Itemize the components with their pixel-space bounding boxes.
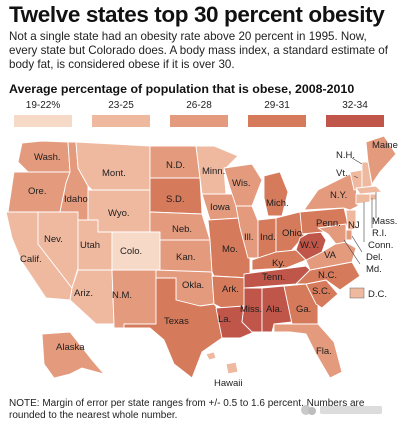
footnote: NOTE: Margin of error per state ranges f…: [9, 398, 365, 421]
label-ri: R.I.: [372, 228, 387, 239]
state-del: [345, 229, 353, 241]
label-la: La.: [218, 314, 231, 325]
legend: 19-22% 23-25 26-28 29-31 32-34: [9, 99, 389, 129]
page-title: Twelve states top 30 percent obesity: [9, 2, 385, 27]
label-mo: Mo.: [222, 244, 238, 255]
label-maine: Maine: [372, 140, 398, 151]
label-ny: N.Y.: [330, 190, 347, 201]
description: Not a single state had an obesity rate a…: [9, 30, 388, 71]
legend-item: 26-28: [165, 99, 233, 129]
label-utah: Utah: [80, 240, 100, 251]
state-mich: [263, 171, 289, 217]
legend-swatch: [326, 115, 384, 127]
label-mont: Mont.: [102, 168, 126, 179]
label-nc: N.C.: [318, 270, 337, 281]
state-mass: [355, 185, 383, 195]
label-texas: Texas: [164, 316, 189, 327]
state-fla: [273, 323, 343, 379]
legend-label: 19-22%: [25, 100, 61, 111]
label-nh: N.H.: [336, 150, 355, 161]
state-mont: [75, 141, 151, 191]
label-ga: Ga.: [296, 304, 311, 315]
label-nev: Nev.: [44, 234, 63, 245]
label-ala: Ala.: [266, 304, 282, 315]
state-texas: [123, 277, 223, 379]
label-mich: Mich.: [266, 198, 289, 209]
us-map-svg: Wash. Ore. Calif. Idaho Nev. Utah Ariz. …: [5, 135, 398, 389]
legend-item: 19-22%: [9, 99, 77, 129]
label-wis: Wis.: [232, 178, 250, 189]
label-dc: D.C.: [368, 289, 387, 300]
state-hawaii: [205, 351, 217, 361]
state-ohio: [275, 211, 305, 253]
label-alaska: Alaska: [56, 342, 85, 353]
legend-swatch: [92, 115, 150, 127]
label-wyo: Wyo.: [108, 208, 130, 219]
label-hawaii: Hawaii: [214, 378, 243, 389]
label-va: VA: [324, 250, 337, 261]
label-tenn: Tenn.: [262, 272, 285, 283]
us-map: Wash. Ore. Calif. Idaho Nev. Utah Ariz. …: [0, 128, 402, 390]
legend-label: 29-31: [264, 100, 290, 111]
legend-label: 26-28: [186, 100, 212, 111]
legend-swatch: [14, 115, 72, 127]
state-md: [317, 223, 347, 245]
label-ore: Ore.: [28, 186, 46, 197]
label-ark: Ark.: [222, 284, 239, 295]
legend-label: 32-34: [342, 100, 368, 111]
label-del: Del.: [366, 252, 383, 263]
label-miss: Miss.: [240, 304, 262, 315]
label-neb: Neb.: [172, 224, 192, 235]
legend-item: 29-31: [243, 99, 311, 129]
label-minn: Minn.: [202, 166, 225, 177]
label-sd: S.D.: [166, 194, 184, 205]
label-wv: W.V.: [300, 240, 319, 251]
legend-swatch: [248, 115, 306, 127]
label-penn: Penn.: [316, 218, 341, 229]
label-calif: Calif.: [20, 254, 42, 265]
state-hawaii-island: [225, 361, 239, 375]
label-vt: Vt.: [336, 168, 348, 179]
label-ariz: Ariz.: [74, 288, 93, 299]
label-colo: Colo.: [120, 246, 142, 257]
legend-item: 32-34: [321, 99, 389, 129]
label-wash: Wash.: [34, 152, 61, 163]
state-ri: [369, 193, 377, 201]
dc-swatch: [349, 287, 365, 299]
callout-lines: [343, 157, 377, 265]
label-conn: Conn.: [368, 240, 393, 251]
label-ind: Ind.: [260, 232, 276, 243]
label-mass: Mass.: [372, 216, 397, 227]
label-fla: Fla.: [316, 346, 332, 357]
state-minn: [195, 145, 239, 195]
watermark-logo: [301, 405, 382, 415]
label-idaho: Idaho: [64, 194, 88, 205]
label-md: Md.: [366, 264, 382, 275]
label-sc: S.C.: [312, 286, 330, 297]
label-ohio: Ohio: [282, 228, 302, 239]
state-conn: [355, 193, 371, 205]
label-nd: N.D.: [166, 160, 185, 171]
label-iowa: Iowa: [210, 202, 231, 213]
label-nm: N.M.: [112, 290, 132, 301]
legend-item: 23-25: [87, 99, 155, 129]
legend-swatch: [170, 115, 228, 127]
state-nj: [345, 209, 357, 233]
state-labels: Wash. Ore. Calif. Idaho Nev. Utah Ariz. …: [20, 140, 398, 389]
state-alaska: [41, 331, 105, 379]
label-ill: Ill.: [244, 232, 254, 243]
label-ky: Ky.: [272, 258, 285, 269]
label-okla: Okla.: [182, 280, 204, 291]
label-nj: NJ: [348, 220, 360, 231]
state-maine: [365, 135, 397, 185]
label-kan: Kan.: [176, 252, 196, 263]
map-subtitle: Average percentage of population that is…: [9, 82, 355, 96]
legend-label: 23-25: [108, 100, 134, 111]
